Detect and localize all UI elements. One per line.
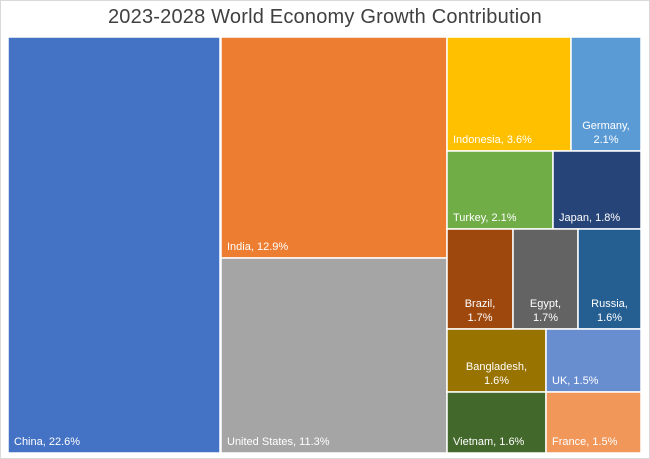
tile-label-turkey: Turkey, 2.1% <box>453 212 517 224</box>
tile-label-russia: 1.6% <box>597 312 622 324</box>
tile-uk: UK, 1.5% <box>545 328 642 393</box>
tile-label-bangladesh: Bangladesh, <box>466 361 527 373</box>
tile-rect-germany <box>570 36 642 152</box>
tile-indonesia: Indonesia, 3.6% <box>446 36 572 152</box>
tile-label-vietnam: Vietnam, 1.6% <box>453 436 525 448</box>
tile-label-japan: Japan, 1.8% <box>559 212 620 224</box>
tile-label-germany: 2.1% <box>593 134 618 146</box>
tile-united-states: United States, 11.3% <box>220 257 448 454</box>
tile-rect-china <box>7 36 221 454</box>
tile-label-india: India, 12.9% <box>227 241 288 253</box>
tile-label-uk: UK, 1.5% <box>552 375 599 387</box>
tile-rect-vietnam <box>446 391 547 454</box>
chart-title: 2023-2028 World Economy Growth Contribut… <box>107 6 542 28</box>
tile-vietnam: Vietnam, 1.6% <box>446 391 547 454</box>
tile-rect-russia <box>577 228 642 330</box>
tile-label-germany: Germany, <box>582 120 629 132</box>
tile-label-france: France, 1.5% <box>552 436 618 448</box>
tile-label-brazil: 1.7% <box>467 312 492 324</box>
tile-rect-bangladesh <box>446 328 547 393</box>
tile-china: China, 22.6% <box>7 36 221 454</box>
tile-label-united-states: United States, 11.3% <box>227 436 330 448</box>
tile-japan: Japan, 1.8% <box>552 150 642 230</box>
tile-rect-egypt <box>512 228 579 330</box>
tile-france: France, 1.5% <box>545 391 642 454</box>
tile-label-indonesia: Indonesia, 3.6% <box>453 134 532 146</box>
tile-rect-united-states <box>220 257 448 454</box>
tile-label-bangladesh: 1.6% <box>484 375 509 387</box>
tile-label-brazil: Brazil, <box>465 298 496 310</box>
tile-india: India, 12.9% <box>220 36 448 259</box>
tile-egypt: Egypt, 1.7% <box>512 228 579 330</box>
tile-brazil: Brazil, 1.7% <box>446 228 514 330</box>
tile-label-egypt: Egypt, <box>530 298 561 310</box>
tile-rect-france <box>545 391 642 454</box>
tile-label-egypt: 1.7% <box>533 312 558 324</box>
tile-label-china: China, 22.6% <box>14 436 80 448</box>
tile-germany: Germany, 2.1% <box>570 36 642 152</box>
tile-rect-japan <box>552 150 642 230</box>
tile-bangladesh: Bangladesh, 1.6% <box>446 328 547 393</box>
tile-russia: Russia, 1.6% <box>577 228 642 330</box>
tile-turkey: Turkey, 2.1% <box>446 150 554 230</box>
tile-rect-brazil <box>446 228 514 330</box>
tile-rect-india <box>220 36 448 259</box>
tile-label-russia: Russia, <box>591 298 628 310</box>
